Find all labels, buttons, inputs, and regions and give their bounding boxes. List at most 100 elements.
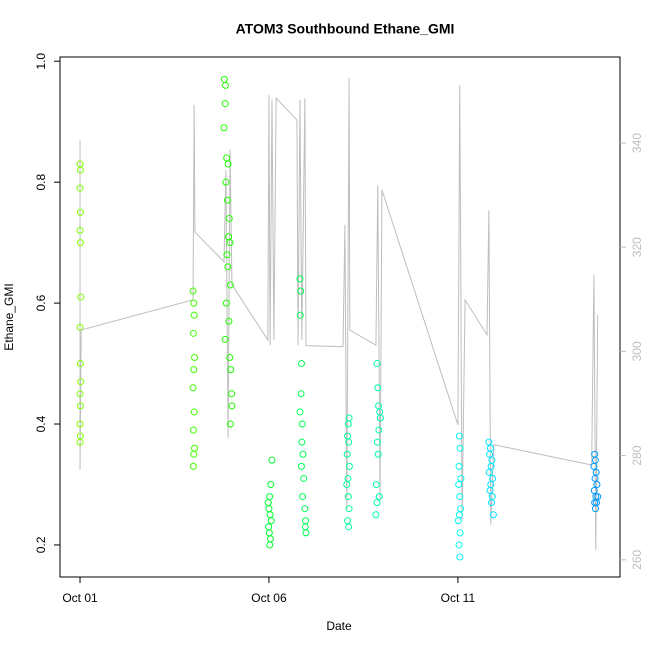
chart-title: ATOM3 Southbound Ethane_GMI [236, 21, 455, 37]
point [76, 227, 84, 235]
point [345, 523, 353, 531]
point [344, 493, 352, 501]
plot-frame [59, 56, 621, 578]
point [343, 450, 351, 458]
point [223, 196, 231, 204]
point [76, 239, 84, 247]
point [489, 511, 497, 519]
point [302, 517, 310, 525]
y-tick-label: 1.0 [34, 53, 48, 70]
point [300, 474, 308, 482]
x-tick-label: Oct 06 [251, 591, 287, 605]
point [296, 311, 304, 319]
point [190, 311, 198, 319]
point [373, 438, 381, 446]
point [376, 414, 384, 422]
point [221, 335, 229, 343]
point [76, 323, 84, 331]
point [456, 529, 464, 537]
point [189, 287, 197, 295]
point [488, 499, 496, 507]
point [457, 474, 465, 482]
point [455, 541, 463, 549]
y2-tick-label: 300 [630, 341, 644, 361]
point [76, 390, 84, 398]
point [265, 523, 273, 531]
y2-tick-label: 320 [630, 237, 644, 257]
point [485, 438, 493, 446]
point [343, 480, 351, 488]
x-tick-label: Oct 01 [62, 591, 98, 605]
point [455, 480, 463, 488]
point [372, 480, 380, 488]
line [79, 77, 599, 550]
point [486, 450, 494, 458]
point [299, 493, 307, 501]
point [345, 462, 353, 470]
point [228, 390, 236, 398]
point [301, 505, 309, 513]
point [373, 360, 381, 368]
point [222, 299, 230, 307]
point [590, 462, 598, 470]
point [485, 468, 493, 476]
point [487, 462, 495, 470]
point [226, 420, 234, 428]
point [591, 474, 599, 482]
point [190, 366, 198, 374]
point [456, 493, 464, 501]
point [228, 402, 236, 410]
point [189, 426, 197, 434]
point [77, 293, 85, 301]
point [224, 160, 232, 168]
point [345, 438, 353, 446]
point [76, 402, 84, 410]
point [189, 462, 197, 470]
point [220, 124, 228, 132]
point [298, 438, 306, 446]
point [225, 317, 233, 325]
point [372, 511, 380, 519]
point [190, 299, 198, 307]
point [345, 505, 353, 513]
point [191, 444, 199, 452]
y-tick-label: 0.8 [34, 173, 48, 190]
point [264, 499, 272, 507]
point [302, 529, 310, 537]
point [344, 474, 352, 482]
point [297, 390, 305, 398]
point [373, 499, 381, 507]
point [296, 408, 304, 416]
y-tick-label: 0.4 [34, 415, 48, 432]
y-tick-label: 0.6 [34, 294, 48, 311]
point [296, 275, 304, 283]
point [226, 354, 234, 362]
point [223, 154, 231, 162]
y2-tick-label: 340 [630, 133, 644, 153]
point [77, 378, 85, 386]
point [455, 511, 463, 519]
point [489, 474, 497, 482]
point [486, 487, 494, 495]
y-tick-label: 0.2 [34, 536, 48, 553]
point [76, 360, 84, 368]
point [297, 360, 305, 368]
point [268, 456, 276, 464]
point [267, 517, 275, 525]
point [374, 450, 382, 458]
x-axis-label: Date [326, 619, 352, 633]
point [227, 366, 235, 374]
point [223, 251, 231, 259]
point [488, 456, 496, 464]
point [266, 511, 274, 519]
point [222, 81, 230, 89]
point [375, 426, 383, 434]
point [456, 444, 464, 452]
point [299, 450, 307, 458]
point [265, 505, 273, 513]
point [298, 420, 306, 428]
point [297, 287, 305, 295]
point [297, 462, 305, 470]
point [267, 480, 275, 488]
